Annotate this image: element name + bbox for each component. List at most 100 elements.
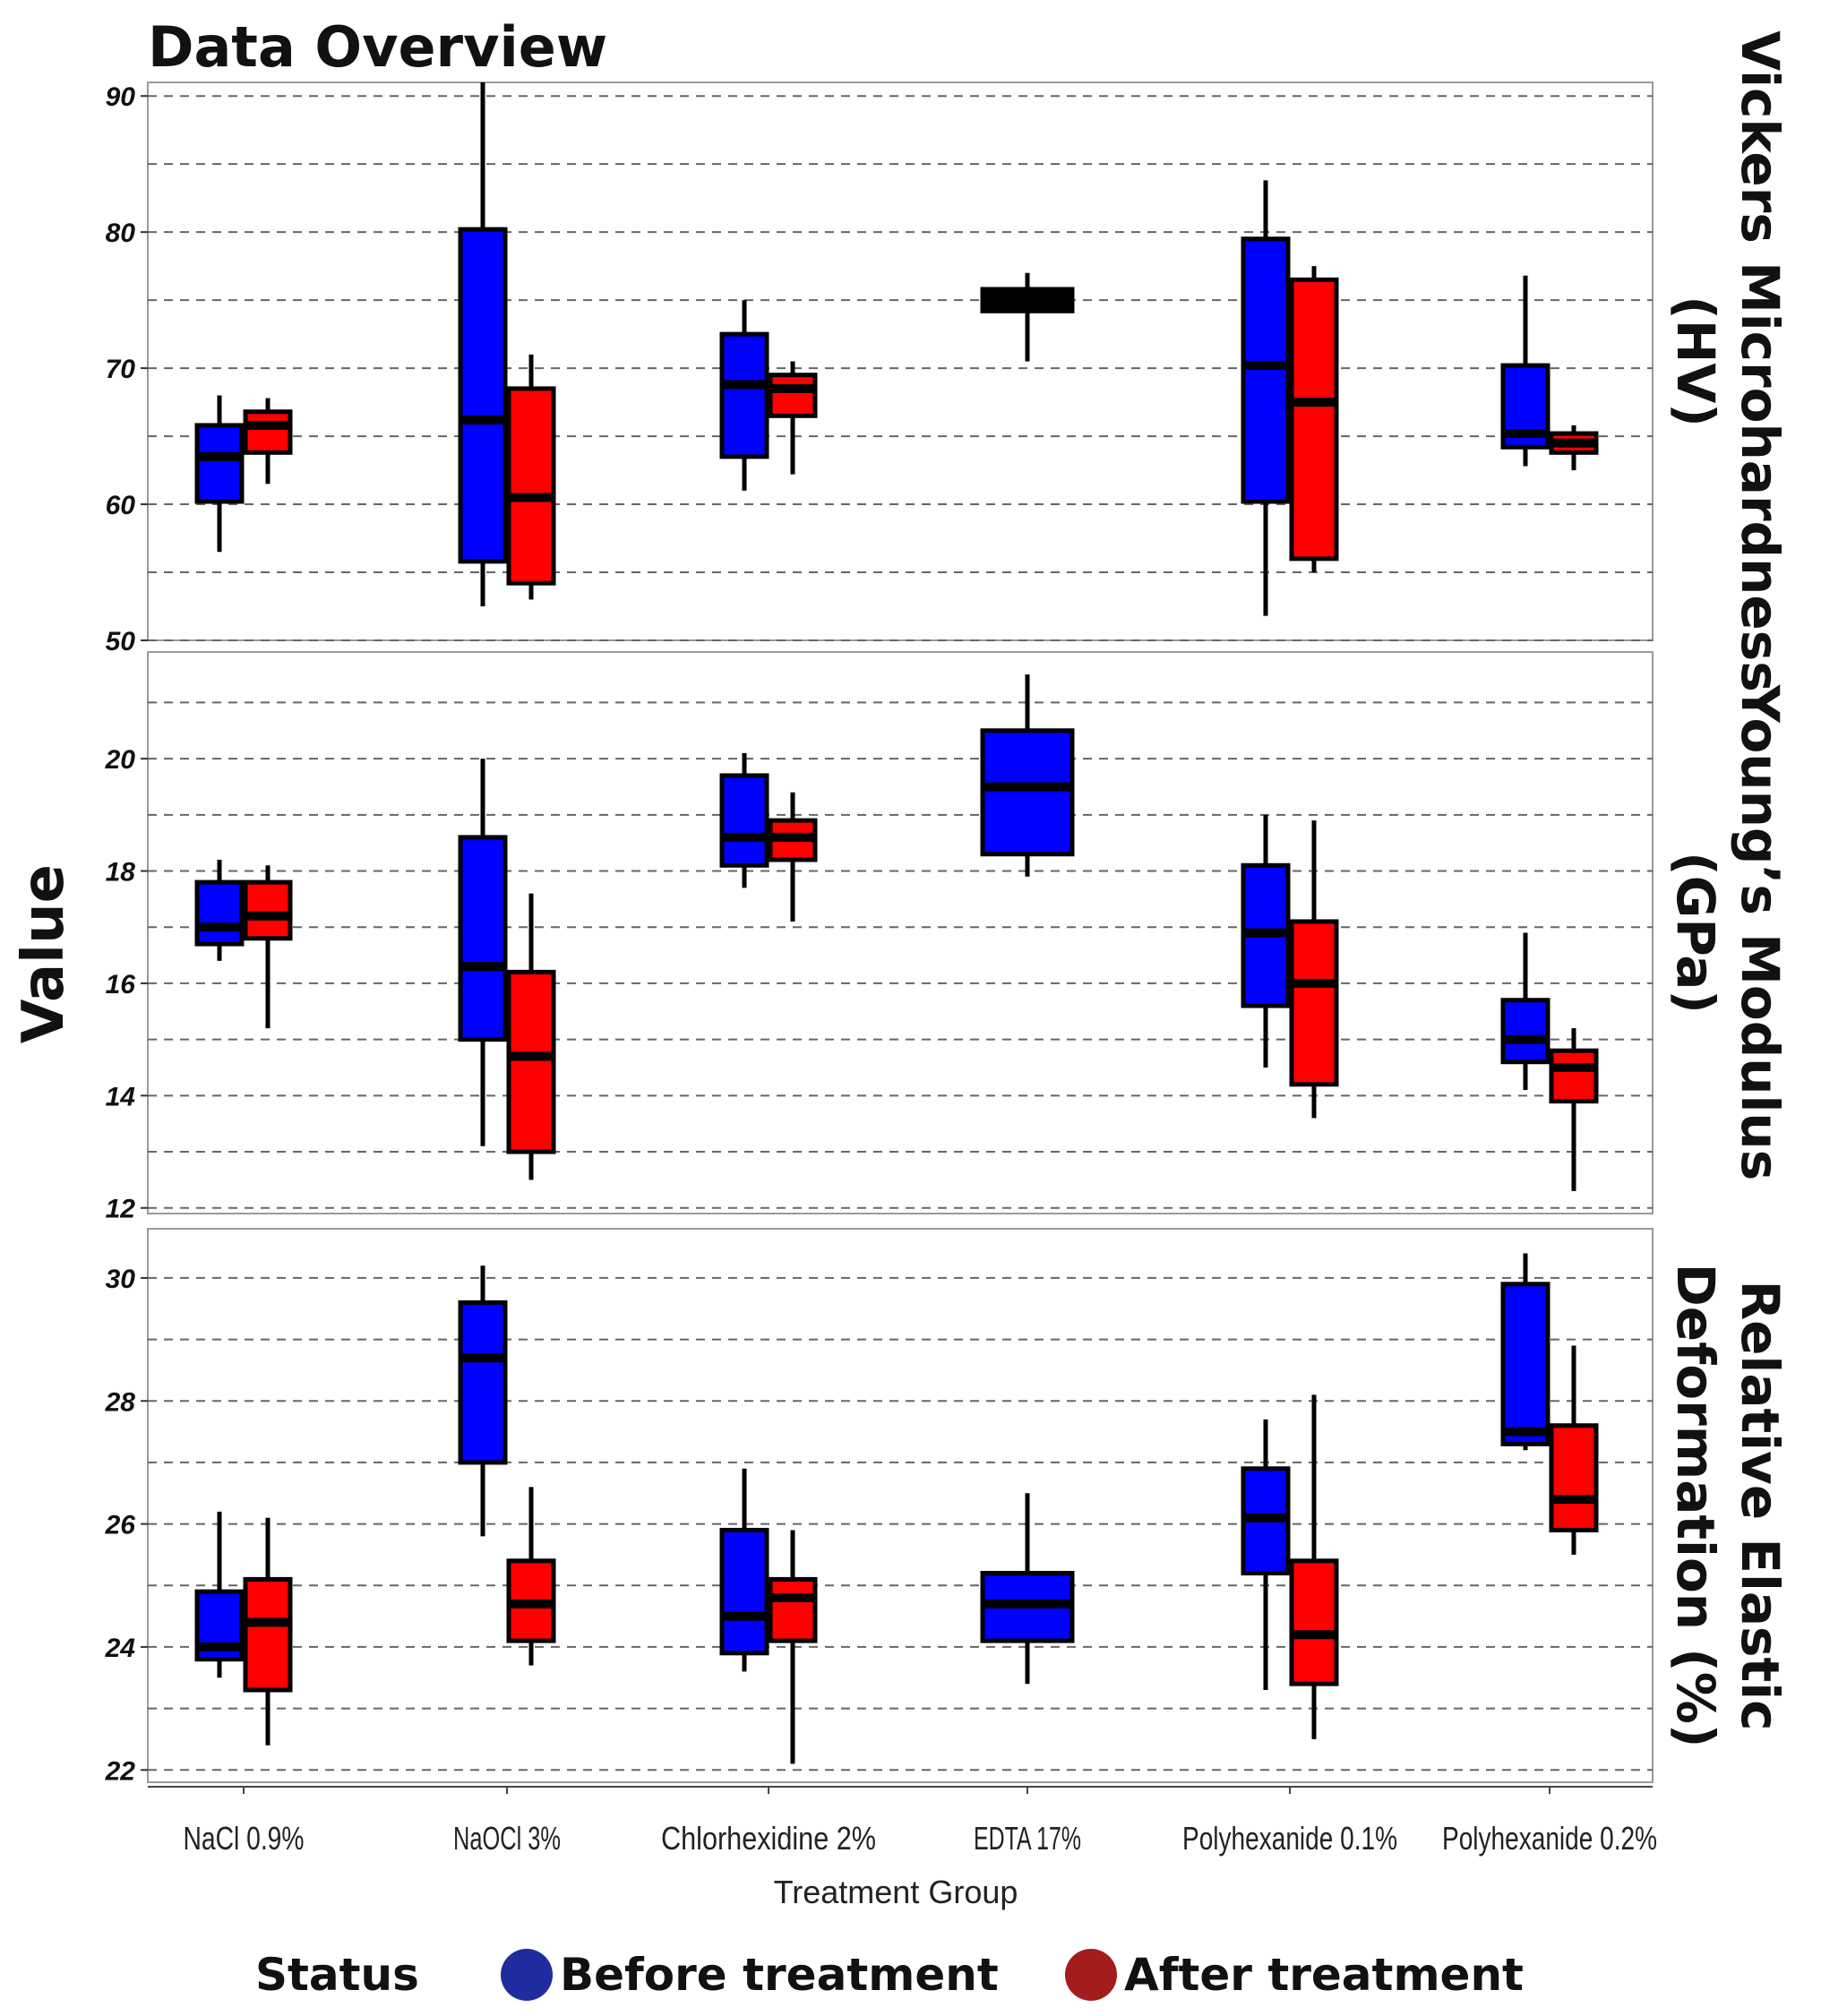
legend-swatch-before (501, 1949, 553, 2001)
box-body (1241, 236, 1291, 504)
y-tick-label: 26 (105, 1511, 136, 1540)
box-body (1500, 998, 1550, 1065)
box-after-chlorhexidine-2 (768, 361, 818, 475)
box-body (980, 728, 1075, 857)
box-before-edta-17 (980, 1493, 1075, 1685)
box-body (243, 409, 293, 455)
legend-swatch-after (1065, 1949, 1117, 2001)
box-body (194, 879, 245, 947)
box-after-polyhexanide-0-2 (1549, 1345, 1599, 1555)
box-before-chlorhexidine-2 (719, 752, 769, 888)
y-tick-label: 16 (106, 970, 136, 999)
box-body (768, 1576, 818, 1643)
box-body (768, 373, 818, 418)
box-after-nacl-0-9 (243, 398, 293, 485)
box-body (719, 773, 769, 868)
y-tick-label: 30 (106, 1265, 136, 1294)
box-before-naocl-3 (458, 82, 508, 607)
box-before-nacl-0-9 (194, 395, 245, 553)
box-body (1549, 1048, 1599, 1104)
box-before-naocl-3 (458, 759, 508, 1146)
box-after-nacl-0-9 (243, 865, 293, 1029)
legend-label-before: Before treatment (560, 1949, 999, 2001)
box-after-polyhexanide-0-2 (1549, 1028, 1599, 1191)
box-body (719, 1527, 769, 1656)
box-after-chlorhexidine-2 (768, 792, 818, 922)
box-body (1500, 1282, 1550, 1446)
x-tick-nacl-0-9: NaCl 0.9% (184, 1820, 305, 1857)
x-tick-polyhexanide-0-1: Polyhexanide 0.1% (1182, 1820, 1397, 1857)
panel-frame (147, 1228, 1654, 1783)
y-tick-label: 28 (105, 1387, 136, 1417)
strip-label: Young’s Modulus (1730, 684, 1791, 1180)
y-tick-label: 20 (105, 745, 136, 775)
box-before-polyhexanide-0-2 (1500, 932, 1550, 1091)
y-tick-label: 50 (106, 627, 136, 656)
box-before-nacl-0-9 (194, 859, 245, 961)
box-before-polyhexanide-0-1 (1241, 180, 1291, 616)
y-tick-label: 70 (106, 355, 136, 384)
y-tick-label: 18 (106, 858, 136, 888)
box-body (1289, 277, 1339, 562)
box-after-nacl-0-9 (243, 1517, 293, 1746)
y-tick-label: 90 (106, 82, 136, 112)
panel-young-s-modulus-gpa: 12 14 16 18 20 Young’s Modulus(GPa) (105, 651, 1791, 1224)
box-body (458, 1300, 508, 1465)
box-body (458, 227, 508, 564)
box-after-polyhexanide-0-1 (1289, 820, 1339, 1119)
box-body (506, 386, 556, 586)
box-after-chlorhexidine-2 (768, 1530, 818, 1764)
y-tick-label: 60 (106, 491, 136, 520)
y-axis-label: Value (11, 864, 77, 1043)
box-body (506, 969, 556, 1154)
box-before-polyhexanide-0-2 (1500, 1253, 1550, 1451)
box-after-polyhexanide-0-2 (1549, 425, 1599, 471)
box-before-nacl-0-9 (194, 1511, 245, 1678)
y-tick-label: 24 (105, 1634, 136, 1663)
legend-title: Status (255, 1949, 419, 2001)
y-tick-label: 80 (106, 219, 136, 248)
strip-label: Deformation (%) (1665, 1264, 1726, 1748)
panel-frame (147, 651, 1654, 1214)
box-before-chlorhexidine-2 (719, 300, 769, 491)
box-before-polyhexanide-0-1 (1241, 1419, 1291, 1690)
box-before-polyhexanide-0-2 (1500, 275, 1550, 467)
y-tick-label: 22 (105, 1756, 136, 1786)
strip-label: Relative Elastic (1730, 1280, 1791, 1730)
x-tick-edta-17: EDTA 17% (974, 1820, 1081, 1857)
strip-label: (HV) (1665, 296, 1726, 426)
box-after-polyhexanide-0-1 (1289, 266, 1339, 573)
strip-label: (GPa) (1665, 852, 1726, 1014)
box-before-polyhexanide-0-1 (1241, 814, 1291, 1068)
box-before-edta-17 (980, 272, 1075, 362)
box-before-edta-17 (980, 674, 1075, 877)
x-axis: NaCl 0.9% NaOCl 3% Chlorhexidine 2% EDTA 17… (148, 1786, 1657, 1857)
box-before-naocl-3 (458, 1265, 508, 1537)
box-body (1289, 1558, 1339, 1686)
box-after-naocl-3 (506, 354, 556, 600)
legend: Status Before treatment After treatment (255, 1949, 1524, 2001)
box-body (458, 835, 508, 1042)
strip-label: Vickers Microhardness (1730, 30, 1791, 691)
box-body (243, 879, 293, 941)
y-tick-label: 14 (106, 1082, 136, 1111)
box-after-naocl-3 (506, 893, 556, 1180)
y-tick-label: 12 (106, 1195, 136, 1224)
x-tick-polyhexanide-0-2: Polyhexanide 0.2% (1442, 1820, 1657, 1857)
panel-vickers-microhardness-hv: 50 60 70 80 90 Vickers Microhardness(HV) (106, 30, 1791, 691)
box-body (243, 1576, 293, 1693)
chart-title: Data Overview (148, 14, 607, 80)
x-axis-label: Treatment Group (774, 1874, 1018, 1910)
panel-frame (147, 81, 1654, 641)
box-before-chlorhexidine-2 (719, 1468, 769, 1672)
box-body (1289, 919, 1339, 1087)
legend-label-after: After treatment (1124, 1949, 1524, 2001)
x-tick-chlorhexidine-2: Chlorhexidine 2% (661, 1820, 876, 1857)
box-after-naocl-3 (506, 1487, 556, 1666)
box-after-polyhexanide-0-1 (1289, 1394, 1339, 1739)
box-body (719, 331, 769, 459)
x-tick-naocl-3: NaOCl 3% (453, 1820, 561, 1857)
